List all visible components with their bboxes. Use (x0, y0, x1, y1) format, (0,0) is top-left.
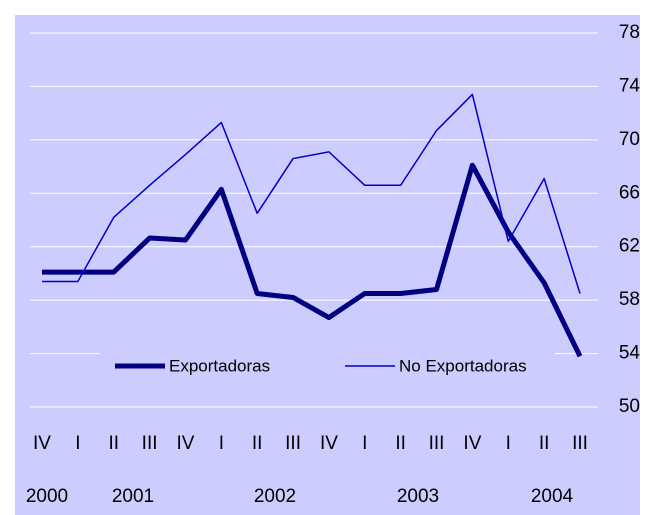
x-tick-label: II (395, 433, 406, 454)
x-tick-label: III (429, 433, 445, 454)
y-tick-label: 62 (619, 236, 640, 257)
y-tick-label: 50 (619, 396, 640, 417)
x-tick-label: IV (320, 433, 338, 454)
x-tick-label: III (285, 433, 301, 454)
series-line (42, 93, 581, 294)
y-tick-label: 66 (619, 182, 640, 203)
y-tick-label: 58 (619, 289, 640, 310)
x-tick-label: IV (176, 433, 194, 454)
y-tick-label: 74 (619, 75, 641, 96)
x-tick-label: IV (463, 433, 481, 454)
legend-label: Exportadoras (169, 356, 270, 375)
x-tick-label: I (219, 433, 224, 454)
x-tick-label: I (75, 433, 80, 454)
x-tick-label: II (252, 433, 263, 454)
x-tick-label: II (539, 433, 550, 454)
year-label: 2003 (397, 486, 439, 507)
y-tick-label: 78 (619, 22, 640, 43)
series-line (42, 162, 583, 358)
year-label: 2004 (531, 486, 574, 507)
x-tick-label: III (142, 433, 158, 454)
x-tick-label: I (362, 433, 367, 454)
y-tick-label: 54 (619, 343, 641, 364)
x-tick-label: I (506, 433, 511, 454)
legend-label: No Exportadoras (399, 356, 527, 375)
legend-background (100, 350, 555, 382)
year-label: 2000 (26, 486, 68, 507)
y-tick-label: 70 (619, 129, 640, 150)
year-label: 2002 (254, 486, 296, 507)
x-tick-label: III (572, 433, 588, 454)
x-tick-label: IV (33, 433, 51, 454)
x-tick-label: II (108, 433, 119, 454)
year-label: 2001 (112, 486, 154, 507)
